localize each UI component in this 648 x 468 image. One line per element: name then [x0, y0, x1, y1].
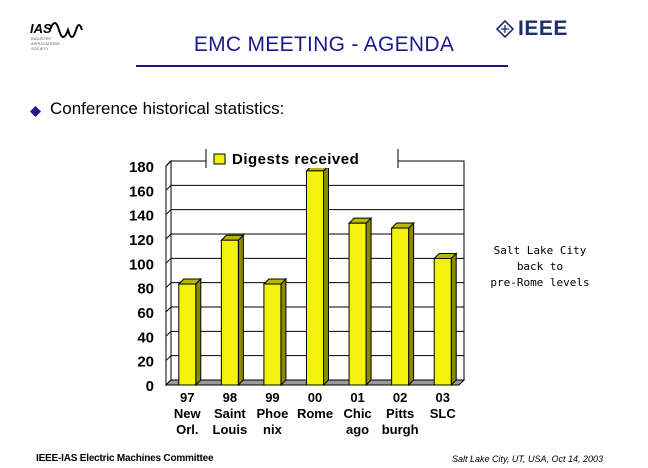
ias-caption-line: APPLICATIONS	[31, 41, 60, 46]
bar-side	[365, 216, 372, 387]
x-tick-label: Pitts	[386, 406, 414, 421]
ieee-logo: IEEE	[496, 17, 568, 40]
gridline	[165, 355, 172, 362]
bar-side	[323, 164, 329, 387]
x-tick-label: SLC	[430, 406, 457, 421]
x-tick-label: Orl.	[176, 422, 198, 437]
sine-wave-icon	[49, 22, 83, 38]
page-title: EMC MEETING - AGENDA	[193, 33, 455, 56]
y-tick-label: 40	[137, 329, 154, 346]
gridline	[165, 209, 172, 216]
chart-annotation: Salt Lake City back to pre-Rome levels	[486, 243, 594, 291]
bar-side	[237, 234, 244, 387]
x-tick-label: Phoe	[257, 406, 289, 421]
y-tick-label: 140	[129, 208, 154, 225]
annotation-line: back to	[516, 260, 564, 273]
annotation-line: pre-Rome levels	[490, 276, 590, 289]
y-tick-label: 120	[129, 232, 154, 249]
legend-box	[206, 149, 398, 168]
x-tick-label: Chic	[343, 406, 371, 421]
x-tick-label: burgh	[382, 422, 419, 437]
gridline	[165, 306, 172, 313]
x-tick-label: New	[174, 406, 202, 421]
y-tick-label: 80	[137, 281, 154, 298]
y-tick-label: 0	[146, 378, 154, 395]
bullet-diamond-icon	[30, 104, 41, 117]
x-tick-label: Louis	[213, 422, 248, 437]
x-tick-label: 99	[265, 390, 279, 405]
bar-side	[450, 252, 457, 387]
x-tick-label: 98	[223, 390, 237, 405]
bar	[306, 170, 324, 386]
gridline	[165, 233, 172, 240]
bar	[263, 283, 282, 386]
x-tick-label: 01	[350, 390, 364, 405]
gridline	[165, 184, 172, 191]
footer-location-date: Salt Lake City, UT, USA, Oct 14, 2003	[452, 454, 604, 464]
y-tick-label: 20	[137, 354, 154, 371]
ieee-logo-text: IEEE	[518, 17, 568, 40]
digests-bar-chart: 0 20 40 60 80 100 120 140 160 180 97 New Orl. 98 Saint…	[100, 140, 480, 450]
bar	[220, 239, 239, 386]
x-tick-label: ago	[346, 422, 369, 437]
ias-logo: IAS INDUSTRY APPLICATIONS SOCIETY	[28, 14, 88, 60]
bar	[433, 257, 452, 386]
gridline	[165, 282, 172, 289]
footer-committee: IEEE-IAS Electric Machines Committee	[36, 453, 214, 464]
plot-side-wall	[165, 159, 172, 387]
gridline	[165, 160, 172, 167]
x-tick-label: Saint	[214, 406, 246, 421]
ieee-diamond-icon	[496, 20, 514, 38]
x-tick-label: nix	[263, 422, 283, 437]
x-tick-label: 00	[308, 390, 322, 405]
ias-caption-line: INDUSTRY	[31, 36, 52, 41]
legend-label: Digests received	[232, 151, 359, 168]
bar-side	[195, 277, 202, 387]
bar	[178, 283, 197, 386]
bar-side	[408, 221, 415, 387]
legend-swatch	[213, 153, 226, 165]
annotation-line: Salt Lake City	[493, 244, 587, 257]
bullet-text: Conference historical statistics:	[50, 99, 285, 118]
y-tick-label: 60	[137, 305, 154, 322]
title-underline	[136, 65, 508, 67]
bar	[391, 227, 410, 386]
y-tick-label: 100	[129, 256, 154, 273]
gridline	[165, 257, 172, 264]
x-tick-label: 03	[435, 390, 449, 405]
y-tick-label: 160	[129, 183, 154, 200]
bar-side	[280, 277, 287, 387]
x-tick-label: Rome	[297, 406, 333, 421]
y-tick-label: 180	[129, 159, 154, 176]
ias-caption-line: SOCIETY	[31, 46, 49, 51]
x-tick-label: 02	[393, 390, 407, 405]
gridline	[165, 330, 172, 337]
bar	[348, 222, 367, 386]
ias-logo-text: IAS	[30, 21, 52, 36]
x-tick-label: 97	[180, 390, 194, 405]
